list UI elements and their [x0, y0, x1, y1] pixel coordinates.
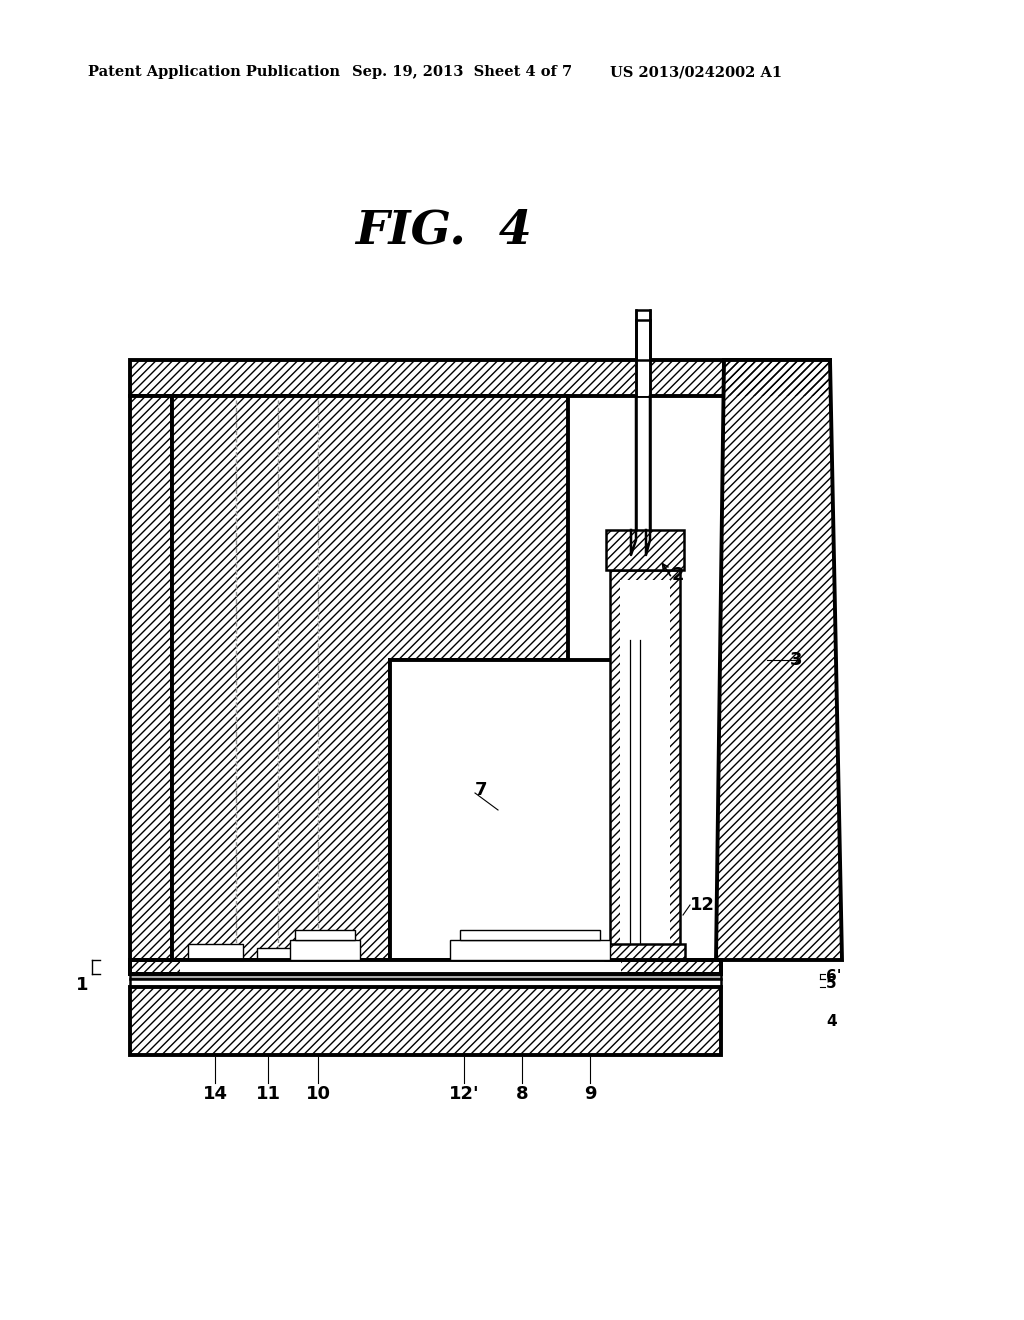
Bar	[575, 948, 625, 960]
Bar	[130, 960, 310, 974]
Bar	[605, 944, 685, 960]
Text: 4: 4	[826, 1014, 837, 1028]
Text: Patent Application Publication: Patent Application Publication	[88, 65, 340, 79]
Bar	[290, 940, 360, 960]
Bar	[130, 979, 721, 987]
Bar	[635, 360, 651, 396]
Text: 1: 1	[76, 975, 88, 994]
Bar	[390, 660, 618, 960]
Text: 2: 2	[672, 566, 684, 583]
Bar	[621, 960, 721, 974]
Bar	[130, 960, 721, 974]
Text: Sep. 19, 2013  Sheet 4 of 7: Sep. 19, 2013 Sheet 4 of 7	[352, 65, 572, 79]
Bar	[295, 931, 355, 940]
Text: 5: 5	[826, 975, 837, 990]
Bar	[505, 948, 560, 960]
Text: 11: 11	[256, 1085, 281, 1104]
Text: 3: 3	[790, 651, 803, 669]
Bar	[130, 987, 721, 1055]
Text: 8: 8	[516, 1085, 528, 1104]
Bar	[130, 396, 172, 960]
Text: 12': 12'	[449, 1085, 479, 1104]
Bar	[606, 531, 684, 570]
Bar	[452, 948, 497, 960]
Bar	[636, 310, 650, 360]
Bar	[130, 360, 830, 396]
Text: 7: 7	[475, 781, 487, 799]
Bar	[460, 931, 600, 940]
Bar	[130, 974, 721, 979]
Text: 9: 9	[584, 1085, 596, 1104]
Bar	[606, 531, 684, 570]
Text: 6': 6'	[826, 969, 842, 983]
Bar	[130, 396, 172, 960]
Polygon shape	[172, 396, 568, 960]
Bar	[130, 960, 721, 974]
Text: FIG.  4: FIG. 4	[355, 207, 531, 253]
Text: 14: 14	[203, 1085, 227, 1104]
Bar	[450, 940, 610, 960]
Text: US 2013/0242002 A1: US 2013/0242002 A1	[610, 65, 782, 79]
Text: 12: 12	[690, 896, 715, 913]
Bar	[130, 987, 721, 1055]
Bar	[257, 948, 292, 960]
Bar	[303, 948, 348, 960]
Bar	[610, 570, 680, 960]
Bar	[180, 960, 621, 974]
Polygon shape	[716, 360, 842, 960]
Bar	[605, 944, 685, 960]
Text: 10: 10	[305, 1085, 331, 1104]
Bar	[620, 579, 670, 950]
Bar	[610, 570, 680, 960]
Bar	[188, 944, 243, 960]
Bar	[130, 360, 830, 396]
